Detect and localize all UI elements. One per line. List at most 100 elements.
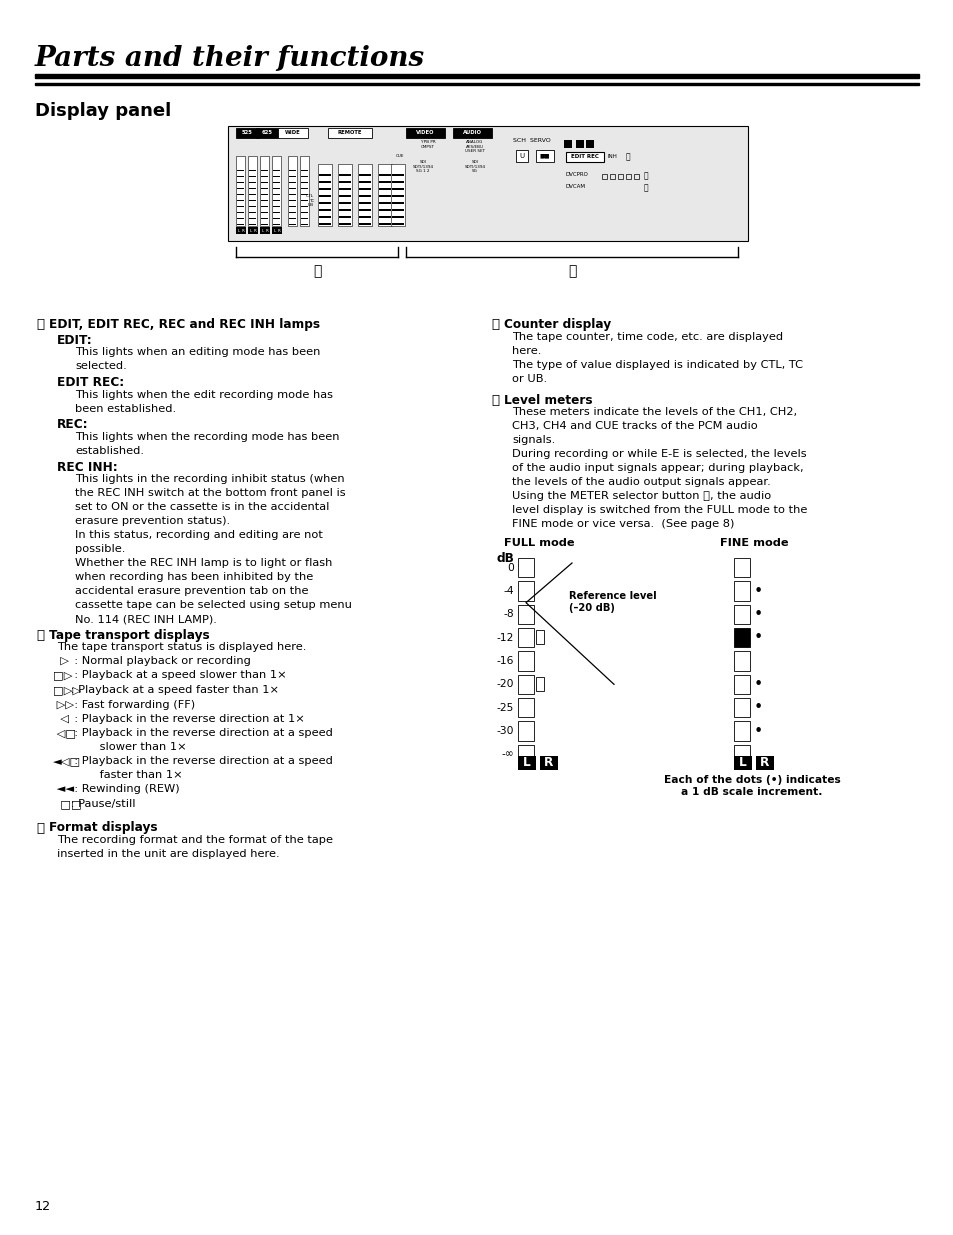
Bar bbox=[273, 205, 280, 207]
Bar bbox=[539, 756, 558, 769]
Text: EDIT REC: EDIT REC bbox=[571, 154, 598, 159]
Bar bbox=[273, 200, 280, 201]
Bar bbox=[249, 217, 255, 219]
Bar bbox=[289, 224, 295, 225]
Bar bbox=[517, 698, 534, 718]
Bar bbox=[377, 164, 392, 226]
Bar bbox=[338, 201, 351, 204]
Bar bbox=[273, 182, 280, 183]
Text: : Fast forwarding (FF): : Fast forwarding (FF) bbox=[67, 699, 195, 709]
Bar bbox=[392, 180, 403, 183]
Text: This lights when the edit recording mode has
been established.: This lights when the edit recording mode… bbox=[75, 389, 333, 414]
Text: DVCPRO: DVCPRO bbox=[565, 172, 588, 177]
Text: L: L bbox=[249, 228, 252, 232]
Bar bbox=[261, 175, 268, 177]
Bar bbox=[289, 175, 295, 177]
Text: Counter display: Counter display bbox=[503, 317, 611, 331]
Text: -25: -25 bbox=[497, 703, 514, 713]
Bar bbox=[265, 227, 270, 233]
Text: ⓙ: ⓙ bbox=[625, 152, 630, 162]
Text: CTL
TC
UB: CTL TC UB bbox=[306, 194, 314, 207]
Bar bbox=[517, 629, 534, 647]
Text: •: • bbox=[753, 677, 761, 692]
Bar bbox=[392, 194, 403, 198]
Bar bbox=[249, 169, 255, 170]
Bar bbox=[536, 630, 543, 645]
Bar bbox=[576, 140, 583, 148]
Bar bbox=[289, 211, 295, 212]
Bar bbox=[273, 188, 280, 189]
Bar bbox=[517, 721, 534, 741]
Text: R: R bbox=[277, 228, 280, 232]
Bar bbox=[565, 152, 603, 162]
Bar bbox=[289, 169, 295, 170]
Text: REC INH:: REC INH: bbox=[57, 461, 117, 474]
Text: REC:: REC: bbox=[57, 419, 89, 431]
Bar bbox=[236, 217, 244, 219]
Bar bbox=[392, 215, 403, 219]
Text: : Playback at a speed slower than 1×: : Playback at a speed slower than 1× bbox=[67, 671, 286, 680]
Bar bbox=[261, 182, 268, 183]
Text: ⓐ: ⓐ bbox=[36, 629, 44, 642]
Bar bbox=[378, 194, 391, 198]
Bar bbox=[261, 194, 268, 195]
Text: Y PB PR
CMPST: Y PB PR CMPST bbox=[419, 140, 436, 148]
Text: INH: INH bbox=[607, 154, 618, 159]
Bar bbox=[301, 169, 308, 170]
Bar bbox=[392, 173, 403, 177]
Text: ⓐ: ⓐ bbox=[643, 172, 648, 180]
Text: The tape transport status is displayed here.: The tape transport status is displayed h… bbox=[57, 642, 306, 652]
Text: ⓜ: ⓜ bbox=[491, 317, 498, 331]
Bar bbox=[301, 217, 308, 219]
Bar bbox=[517, 651, 534, 671]
Text: ◄◁□: ◄◁□ bbox=[53, 757, 81, 767]
Text: The tape counter, time code, etc. are displayed
here.
The type of value displaye: The tape counter, time code, etc. are di… bbox=[512, 331, 802, 384]
Bar bbox=[301, 182, 308, 183]
Bar bbox=[261, 224, 268, 225]
Bar bbox=[337, 164, 352, 226]
Bar bbox=[517, 756, 536, 769]
Bar bbox=[289, 205, 295, 207]
Text: R: R bbox=[544, 757, 553, 769]
Bar bbox=[236, 224, 244, 225]
Bar bbox=[289, 217, 295, 219]
Bar bbox=[289, 194, 295, 195]
Text: -4: -4 bbox=[503, 585, 514, 597]
Text: Level meters: Level meters bbox=[503, 394, 592, 406]
Text: : Pause/still: : Pause/still bbox=[67, 799, 135, 809]
Text: ▷: ▷ bbox=[53, 656, 69, 666]
Bar bbox=[236, 211, 244, 212]
Text: ▷▷: ▷▷ bbox=[53, 699, 74, 709]
Bar bbox=[733, 721, 749, 741]
Bar bbox=[338, 222, 351, 225]
Bar bbox=[563, 140, 572, 148]
Text: •: • bbox=[753, 606, 761, 622]
Text: Display panel: Display panel bbox=[35, 103, 172, 120]
Text: : Playback in the reverse direction at 1×: : Playback in the reverse direction at 1… bbox=[67, 714, 304, 724]
Bar bbox=[406, 128, 444, 138]
Bar bbox=[235, 128, 258, 138]
Bar bbox=[318, 188, 331, 190]
Text: •: • bbox=[753, 583, 761, 599]
Text: ⓓ: ⓓ bbox=[491, 394, 498, 406]
Text: □▷: □▷ bbox=[53, 671, 72, 680]
Bar bbox=[318, 180, 331, 183]
Bar bbox=[328, 128, 372, 138]
Text: 525: 525 bbox=[242, 131, 253, 136]
Bar bbox=[301, 205, 308, 207]
Bar bbox=[301, 194, 308, 195]
Text: L: L bbox=[739, 757, 746, 769]
Text: : Playback in the reverse direction at a speed
         slower than 1×: : Playback in the reverse direction at a… bbox=[67, 729, 333, 752]
Bar bbox=[301, 175, 308, 177]
Bar bbox=[317, 164, 332, 226]
Bar bbox=[585, 140, 594, 148]
Text: •: • bbox=[753, 700, 761, 715]
Text: □□: □□ bbox=[53, 799, 82, 809]
Bar bbox=[338, 173, 351, 177]
Bar bbox=[536, 149, 554, 162]
Text: 0: 0 bbox=[507, 563, 514, 573]
Bar bbox=[358, 188, 371, 190]
Text: ⓜ: ⓜ bbox=[567, 264, 576, 278]
Bar bbox=[755, 756, 773, 769]
Bar bbox=[249, 188, 255, 189]
